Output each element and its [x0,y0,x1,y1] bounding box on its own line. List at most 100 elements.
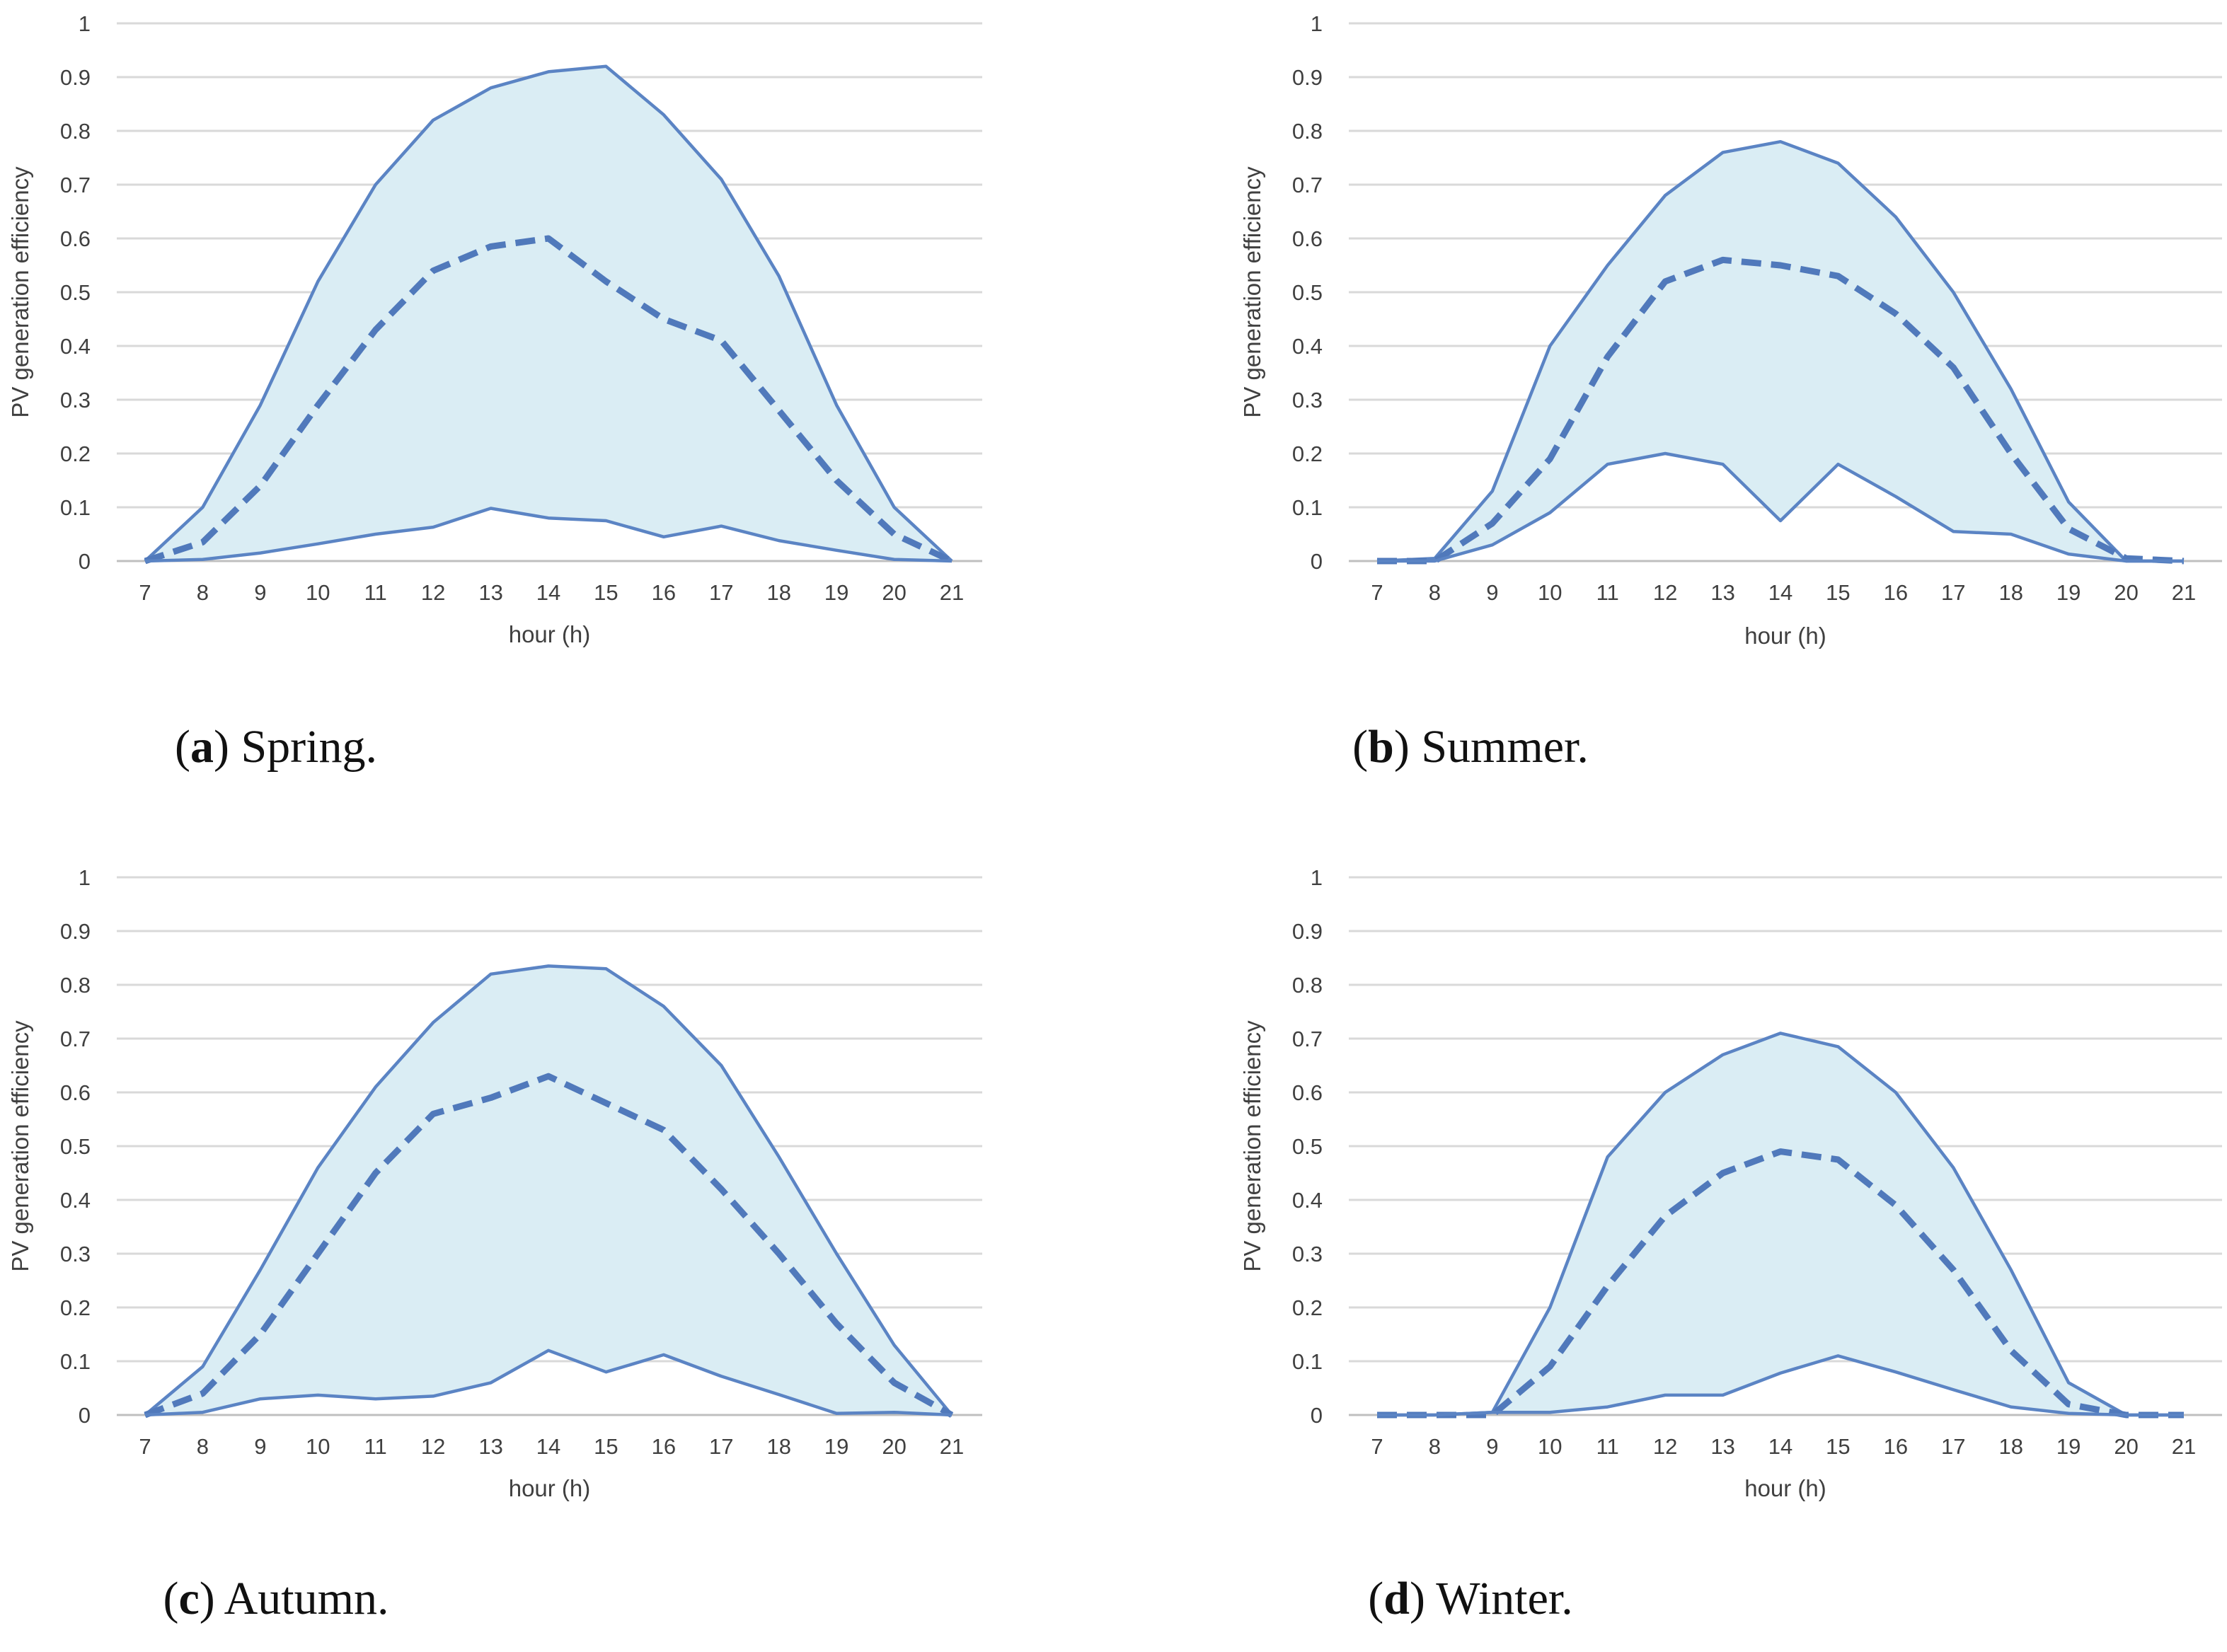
y-tick-label: 0.7 [60,173,91,197]
x-tick-label: 21 [940,580,964,605]
caption-winter-text: Winter. [1436,1573,1573,1624]
x-tick-label: 10 [1538,1434,1562,1459]
series-line-max [144,964,953,1416]
x-tick-label: 19 [824,580,848,605]
series-line-max [1376,139,2184,563]
x-tick-label: 20 [2114,1434,2138,1459]
y-tick-label: 0 [79,1403,91,1428]
y-tick-label: 0.2 [60,441,91,466]
y-tick-label: 0.3 [1292,1242,1323,1266]
y-tick-label: 0.2 [60,1295,91,1320]
y-tick-label: 0.5 [1292,1134,1323,1159]
x-tick-label: 19 [2056,580,2081,605]
x-tick-label: 18 [1998,580,2022,605]
y-tick-label: 0.8 [60,119,91,144]
y-axis-title: PV generation efficiency [1239,1020,1265,1272]
x-tick-label: 7 [139,580,151,605]
y-tick-label: 0.7 [1292,173,1323,197]
x-tick-label: 20 [2114,580,2138,605]
series-line-mean [1377,1148,2184,1419]
caption-summer-tag: b [1368,721,1394,773]
y-tick-label: 0.6 [1292,1080,1323,1105]
y-tick-label: 0.3 [60,1242,91,1266]
x-tick-label: 15 [1826,580,1850,605]
y-tick-label: 0 [1311,1403,1323,1428]
y-tick-label: 1 [79,11,91,36]
x-tick-label: 14 [536,1434,560,1459]
caption-spring-tag: a [190,721,214,773]
y-tick-label: 0.6 [1292,226,1323,251]
chart-summer: 00.10.20.30.40.50.60.70.80.917 8 9 10 11 12 13… [1239,11,2222,649]
chart-panel-spring: 0 0.1 0.2 0.3 0.4 0.5 0.6 0.7 0.8 0.9 1 7 8 9 10 11 12 13… [0,0,1113,792]
x-tick-label: 9 [1486,1434,1498,1459]
series-line-mean [144,235,953,565]
range-band [145,66,952,562]
y-tick-label: 0.2 [1292,441,1323,466]
x-tick-label: 17 [709,1434,733,1459]
series-line-max [144,64,953,562]
y-tick-label: 0.5 [60,280,91,305]
y-tick-label: 0.6 [60,226,91,251]
x-tick-label: 12 [1653,580,1677,605]
x-tick-label: 21 [940,1434,964,1459]
y-tick-label: 0.7 [60,1027,91,1051]
x-tick-label: 12 [421,1434,445,1459]
x-tick-label: 14 [536,580,560,605]
x-tick-label: 8 [197,1434,209,1459]
x-tick-label: 9 [254,1434,266,1459]
caption-autumn: (c) Autumn. [163,1573,389,1624]
caption-winter-tag: d [1383,1573,1410,1624]
range-band [1377,141,2184,561]
y-tick-label: 0.4 [1292,1188,1323,1213]
chart-winter: 00.10.20.30.40.50.60.70.80.917 8 9 10 11 12 13… [1239,865,2222,1501]
range-band [1377,1033,2184,1415]
y-tick-label: 0.1 [1292,1349,1323,1374]
y-tick-label: 0.9 [1292,919,1323,944]
chart-spring: 00.10.20.30.40.50.60.70.80.917 8 9 10 11 12 13… [7,11,982,647]
series-line-min [1377,451,2184,563]
caption-autumn-tag: c [178,1573,200,1624]
x-tick-label: 10 [306,1434,330,1459]
y-tick-label: 0.4 [60,334,91,359]
x-tick-label: 11 [364,1434,387,1459]
series-line-mean [144,1073,954,1419]
x-tick-label: 13 [1710,1434,1734,1459]
series-line-min [144,507,953,563]
x-tick-label: 15 [594,1434,618,1459]
x-tick-label: 19 [824,1434,848,1459]
x-tick-label: 18 [766,1434,790,1459]
x-tick-label: 15 [1826,1434,1850,1459]
x-tick-label: 9 [254,580,266,605]
caption-spring-text: Spring. [241,721,377,773]
caption-summer-text: Summer. [1421,721,1589,773]
y-tick-label: 0.4 [60,1188,91,1213]
y-tick-label: 0.7 [1292,1027,1323,1051]
x-axis-title: hour (h) [509,621,591,647]
x-tick-label: 9 [1486,580,1498,605]
x-tick-label: 10 [306,580,330,605]
y-tick-label: 0.3 [60,388,91,412]
series-line-min [144,1348,953,1417]
x-tick-label: 20 [882,580,906,605]
y-axis-title: PV generation efficiency [1239,166,1265,418]
caption-spring: (a) Spring. [175,721,377,773]
x-tick-label: 8 [1429,580,1441,605]
y-tick-label: 0.2 [1292,1295,1323,1320]
x-tick-label: 20 [882,1434,906,1459]
x-tick-label: 14 [1768,1434,1792,1459]
x-tick-label: 17 [1941,580,1965,605]
series-line-max [1377,1032,2184,1417]
y-tick-label: 1 [1311,11,1323,36]
x-tick-label: 12 [421,580,445,605]
x-tick-label: 18 [1998,1434,2022,1459]
x-tick-label: 13 [1710,580,1734,605]
x-tick-label: 16 [652,1434,676,1459]
y-tick-label: 0.8 [60,973,91,998]
x-axis-title: hour (h) [509,1475,591,1501]
y-tick-label: 1 [1311,865,1323,890]
x-tick-label: 15 [594,580,618,605]
x-tick-label: 21 [2172,580,2196,605]
x-tick-label: 16 [1884,1434,1908,1459]
y-axis-title: PV generation efficiency [7,1020,33,1272]
caption-summer: (b) Summer. [1352,721,1589,773]
